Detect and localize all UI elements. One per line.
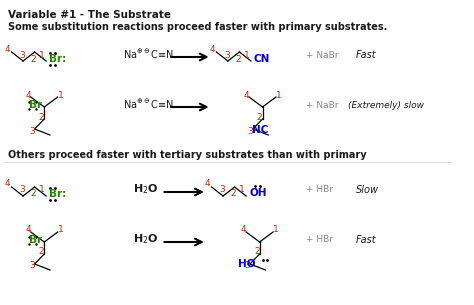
Text: 2: 2 [31,55,36,63]
Text: Br:: Br: [49,189,66,199]
Text: 3: 3 [29,261,35,271]
Text: NC: NC [252,125,269,135]
Text: Fast: Fast [356,235,376,245]
Text: 4: 4 [243,91,249,99]
Text: 3: 3 [29,127,35,135]
Text: 1: 1 [39,51,45,59]
Text: 2: 2 [257,113,263,121]
Text: (Extremely) slow: (Extremely) slow [348,101,424,109]
Text: Br: Br [29,100,42,110]
Text: 3: 3 [19,51,25,59]
Text: 4: 4 [5,45,10,53]
Text: Slow: Slow [356,185,379,195]
Text: 2: 2 [236,55,241,63]
Text: Br:: Br: [49,54,66,64]
Text: 3: 3 [247,127,253,135]
Text: 3: 3 [244,261,250,271]
Text: 4: 4 [25,225,31,235]
Text: 2: 2 [31,189,36,199]
Text: + NaBr: + NaBr [306,101,338,109]
Text: HO: HO [238,259,256,269]
Text: + NaBr: + NaBr [306,51,338,59]
Text: 1: 1 [244,51,250,59]
Text: H$_2$O: H$_2$O [133,182,159,196]
Text: 4: 4 [205,180,210,188]
Text: Variable #1 - The Substrate: Variable #1 - The Substrate [8,10,171,20]
Text: 1: 1 [58,225,64,235]
Text: 4: 4 [25,91,31,99]
Text: 4: 4 [240,225,246,235]
Text: Some substitution reactions proceed faster with primary substrates.: Some substitution reactions proceed fast… [8,22,387,32]
Text: Others proceed faster with tertiary substrates than with primary: Others proceed faster with tertiary subs… [8,150,366,160]
Text: 2: 2 [231,189,237,199]
Text: Fast: Fast [356,50,376,60]
Text: H$_2$O: H$_2$O [133,232,159,246]
Text: OH: OH [249,188,266,198]
Text: 4: 4 [5,180,10,188]
Text: Na$^{\oplus\ominus}$C≡N: Na$^{\oplus\ominus}$C≡N [124,98,174,110]
Text: 2: 2 [38,113,44,121]
Text: Na$^{\oplus\ominus}$C≡N: Na$^{\oplus\ominus}$C≡N [124,48,174,61]
Text: 2: 2 [254,247,260,257]
Text: 2: 2 [38,247,44,257]
Text: + HBr: + HBr [306,185,333,195]
Text: 1: 1 [239,185,245,195]
Text: 1: 1 [273,225,279,235]
Text: 3: 3 [224,51,230,59]
Text: + HBr: + HBr [306,235,333,245]
Text: 1: 1 [39,185,45,195]
Text: 3: 3 [19,185,25,195]
Text: 1: 1 [276,91,282,99]
Text: CN: CN [254,54,270,64]
Text: 3: 3 [219,185,225,195]
Text: 4: 4 [210,45,215,53]
Text: Br: Br [29,235,42,245]
Text: 1: 1 [58,91,64,99]
